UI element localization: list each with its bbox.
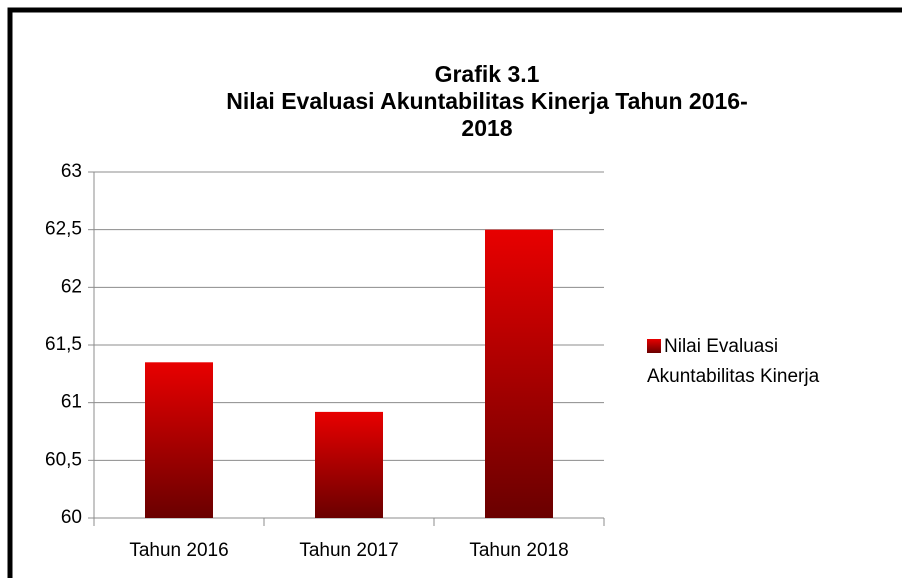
y-tick-label: 63 (61, 161, 82, 182)
chart-title: Grafik 3.1 (435, 61, 540, 87)
legend: Nilai Evaluasi Akuntabilitas Kinerja (647, 332, 887, 392)
bar (315, 411, 383, 518)
y-tick-label: 61 (61, 392, 82, 413)
bar (485, 229, 553, 518)
y-tick-label: 60,5 (45, 449, 82, 470)
y-tick-label: 62 (61, 276, 82, 297)
legend-swatch (647, 339, 661, 353)
legend-label: Nilai Evaluasi Akuntabilitas Kinerja (647, 336, 820, 387)
x-tick-label: Tahun 2018 (469, 540, 568, 561)
y-tick-label: 60 (61, 507, 82, 528)
chart-title: Nilai Evaluasi Akuntabilitas Kinerja Tah… (226, 88, 748, 114)
y-tick-label: 61,5 (45, 334, 82, 355)
bar (145, 362, 213, 518)
x-tick-label: Tahun 2017 (299, 540, 398, 561)
chart-title: 2018 (461, 115, 512, 141)
y-tick-label: 62,5 (45, 219, 82, 240)
x-tick-label: Tahun 2016 (129, 540, 228, 561)
